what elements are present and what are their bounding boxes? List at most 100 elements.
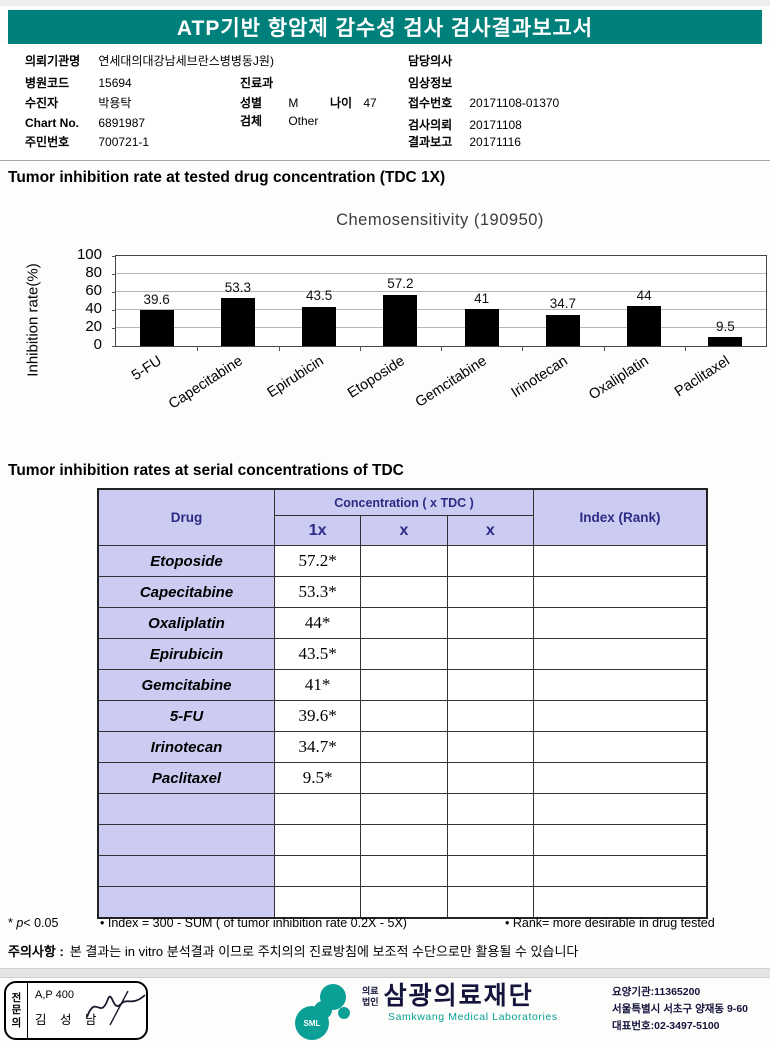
value-cell xyxy=(360,607,448,639)
table-row xyxy=(97,793,708,825)
y-axis-tick-mark xyxy=(112,291,116,293)
footnote-index: • Index = 300 - SUM ( of tumor inhibitio… xyxy=(100,916,407,930)
top-strip xyxy=(0,0,770,6)
value-cell xyxy=(273,855,362,887)
value-cell xyxy=(446,576,535,608)
caution-label: 주의사항 : xyxy=(8,944,64,959)
field-patient-name: 수진자 박용탁 xyxy=(25,94,131,111)
field-specimen: 검체 Other xyxy=(240,112,318,129)
field-clinical-info: 임상정보 xyxy=(408,74,466,91)
value-cell xyxy=(360,731,448,763)
drug-cell: Capecitabine xyxy=(97,576,275,608)
drug-cell: Epirubicin xyxy=(97,638,275,670)
index-cell xyxy=(533,731,708,763)
bar-Etoposide xyxy=(383,294,418,346)
stamp-content: A,P 400 김 성 남 xyxy=(28,983,146,1038)
col-subheader-x3: x xyxy=(446,515,535,546)
field-chart-no-value: 6891987 xyxy=(98,116,146,130)
x-axis-label-Irinotecan: Irinotecan xyxy=(508,353,571,402)
table-row xyxy=(97,824,708,856)
value-cell xyxy=(360,700,448,732)
y-axis-tick-mark xyxy=(112,309,116,311)
value-cell xyxy=(273,824,362,856)
gridline xyxy=(116,291,766,292)
value-cell xyxy=(360,545,448,577)
bar-Epirubicin xyxy=(302,306,337,346)
y-axis-tick-label: 60 xyxy=(85,282,102,299)
value-cell xyxy=(360,762,448,794)
value-cell xyxy=(446,607,535,639)
bar-value-label: 34.7 xyxy=(549,296,577,312)
value-cell: 57.2* xyxy=(273,545,362,577)
field-patient-name-value: 박용탁 xyxy=(98,96,132,110)
col-header-concentration: Concentration ( x TDC ) xyxy=(274,488,534,516)
field-department-label: 진료과 xyxy=(240,76,274,90)
table-row: Oxaliplatin 44* xyxy=(97,607,708,639)
company-contact-block: 요양기관:11365200 서울특별시 서초구 양재동 9-60 대표번호:02… xyxy=(612,984,748,1034)
contact-org-number: 요양기관:11365200 xyxy=(612,986,701,998)
field-chart-no-label: Chart No. xyxy=(25,116,79,130)
value-cell xyxy=(273,886,362,919)
value-cell xyxy=(360,855,448,887)
field-receipt-no: 접수번호 20171108-01370 xyxy=(408,94,559,111)
bar-value-label: 57.2 xyxy=(387,276,414,292)
x-axis-label-Gemcitabine: Gemcitabine xyxy=(412,353,490,411)
value-cell: 44* xyxy=(273,607,362,639)
field-resident-no-value: 700721-1 xyxy=(98,135,150,149)
x-axis-label-Oxaliplatin: Oxaliplatin xyxy=(586,353,652,404)
drug-cell xyxy=(97,824,275,856)
value-cell xyxy=(360,576,448,608)
col-header-index-rank: Index (Rank) xyxy=(533,488,708,546)
field-report-date-value: 20171116 xyxy=(469,135,521,149)
index-cell xyxy=(533,762,708,794)
field-request-date: 검사의뢰 20171108 xyxy=(408,116,522,133)
svg-text:SML: SML xyxy=(304,1019,321,1028)
value-cell xyxy=(360,793,448,825)
index-cell xyxy=(533,607,708,639)
value-cell xyxy=(446,669,535,701)
value-cell xyxy=(446,793,535,825)
bar-Capecitabine xyxy=(220,298,255,346)
contact-phone: 대표번호:02-3497-5100 xyxy=(612,1019,720,1032)
field-age-label: 나이 xyxy=(330,96,353,110)
value-cell: 39.6* xyxy=(273,700,362,732)
field-receipt-no-value: 20171108-01370 xyxy=(469,96,560,110)
index-cell xyxy=(533,886,708,919)
col-subheader-1x: 1x xyxy=(273,515,362,546)
table-row: Epirubicin 43.5* xyxy=(97,638,708,670)
value-cell xyxy=(446,700,535,732)
field-report-date-label: 결과보고 xyxy=(408,135,453,149)
x-axis-tick-mark xyxy=(684,346,686,351)
footnotes: * p< 0.05 • Index = 300 - SUM ( of tumor… xyxy=(0,916,770,936)
drug-cell: Etoposide xyxy=(97,545,275,577)
y-axis-tick-label: 100 xyxy=(76,246,102,263)
report-title: ATP기반 항암제 감수성 검사 검사결과보고서 xyxy=(176,17,594,40)
field-doctor: 담당의사 xyxy=(408,52,466,69)
chart-plot: 39.6 53.3 43.5 57.2 41 34.7 44 9.5 xyxy=(112,255,767,351)
gridline xyxy=(116,327,766,328)
x-axis-tick-mark xyxy=(359,346,361,351)
field-report-date: 결과보고 20171116 xyxy=(408,133,521,150)
report-header: ATP기반 항암제 감수성 검사 검사결과보고서 xyxy=(8,10,762,44)
field-specimen-value: Other xyxy=(288,114,319,128)
field-receipt-no-label: 접수번호 xyxy=(408,96,453,110)
drug-cell: Paclitaxel xyxy=(97,762,275,794)
value-cell: 53.3* xyxy=(273,576,362,608)
gridline xyxy=(116,309,766,310)
field-hospital-code-label: 병원코드 xyxy=(25,76,70,90)
field-org: 의뢰기관명 연세대의대강남세브란스병병동J원) xyxy=(25,52,274,69)
value-cell: 9.5* xyxy=(273,762,362,794)
drug-cell xyxy=(97,886,275,919)
section-divider xyxy=(0,160,770,161)
y-axis-ticks: 0 20 40 60 80 100 xyxy=(58,247,108,352)
chart-title: Chemosensitivity (190950) xyxy=(336,211,544,229)
x-axis-label-Etoposide: Etoposide xyxy=(345,353,409,402)
bar-value-label: 9.5 xyxy=(715,318,735,334)
index-cell xyxy=(533,793,708,825)
value-cell xyxy=(360,886,448,919)
value-cell xyxy=(446,886,535,919)
stamp-role-label: 전 문 의 xyxy=(6,983,28,1038)
field-org-label: 의뢰기관명 xyxy=(25,54,81,68)
value-cell: 41* xyxy=(273,669,362,701)
